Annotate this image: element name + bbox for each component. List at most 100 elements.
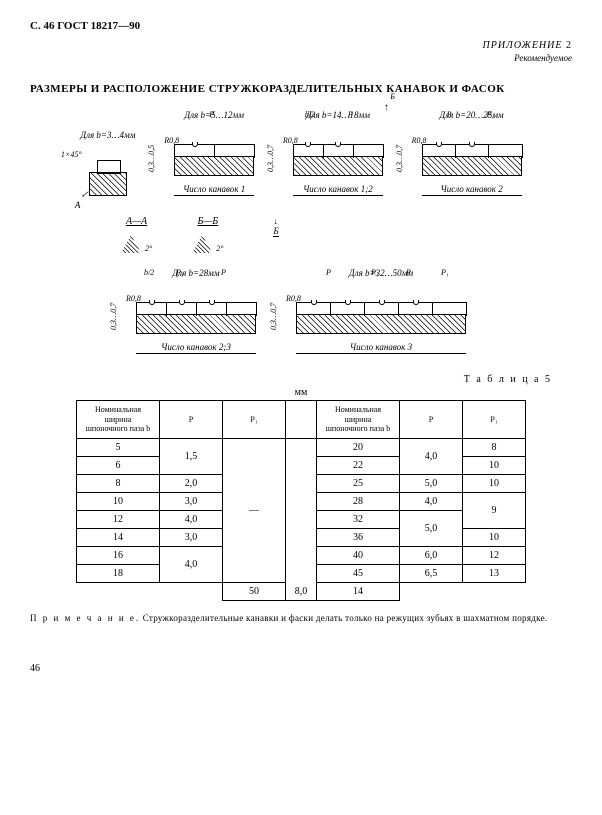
d5-caption: Число канавок 2;3 [136,342,256,354]
data-table: Номинальная ширина шпоночного паза b P P… [76,400,526,601]
d5-block: b/2 P₁ P R0,8 0,3…0,7 [136,284,256,334]
d4-block: P P₁ R0,8 0,3…0,7 [422,126,522,176]
d5-p: P [221,268,226,277]
d6-p1a: P₁ [371,268,379,277]
table-cell: 3,0 [160,492,223,510]
note-label: П р и м е ч а н и е. [30,613,140,623]
table-cell: 2,0 [160,474,223,492]
diagram-d6: Для b=32…50мм P P₁ P P₁ R0,8 0,3…0,7 Чис… [296,268,466,354]
table-cell: 32 [317,510,400,528]
table-cell: 14 [317,582,400,600]
secB-triangle [192,235,212,253]
table-cell: 10 [463,474,526,492]
table-cell: 5,0 [400,474,463,492]
d5-h: 0,3…0,7 [109,303,118,330]
d1-chamfer: 1×45° [61,150,82,159]
table-row: 508,014 [77,582,526,600]
d2-caption: Число канавок 1 [174,184,254,196]
section-A: А—А 2° [121,216,152,253]
table-cell: 50 [223,582,286,600]
diagram-d4: Для b=20…25мм P P₁ R0,8 0,3…0,7 Число ка… [422,110,522,196]
diagram-d3: Для b=14…18мм b/2 P ↑ Б R0,8 0,3…0,7 Чис… [293,110,383,196]
secA-triangle [121,235,141,253]
diagram-d1: Для b=3…4мм 1×45° ↙ А [80,130,135,196]
table-cell: 28 [317,492,400,510]
d3-block: b/2 P ↑ Б R0,8 0,3…0,7 [293,126,383,176]
recommended-label: Рекомендуемое [30,53,572,63]
table-cell: 10 [77,492,160,510]
d2-p: P [209,110,214,119]
d6-pb: P [406,268,411,277]
table-cell: 18 [77,564,160,582]
table-cell: 1,5 [160,438,223,474]
col-b-right: Номинальная ширина шпоночного паза b [317,401,400,439]
table-cell: 22 [317,456,400,474]
d3-h: 0,3…0,7 [266,145,275,172]
appendix-number: 2 [566,40,572,51]
table-row: 164,0406,012 [77,546,526,564]
table-cell: 5 [77,438,160,456]
d4-caption: Число канавок 2 [422,184,522,196]
col-P-right: P [400,401,463,439]
table-cell: 5,0 [400,510,463,546]
d3-b2: b/2 [305,110,315,119]
d5-p1: P₁ [176,268,184,277]
table-cell: 13 [463,564,526,582]
table-cell: — [223,438,286,582]
d4-h: 0,3…0,7 [395,145,404,172]
secA-angle: 2° [145,244,152,253]
table-unit: мм [30,387,572,398]
secB-label: Б—Б [197,216,218,227]
table-cell: 12 [77,510,160,528]
d5-b2: b/2 [144,268,154,277]
table-cell: 4,0 [400,438,463,474]
table-cell: 25 [317,474,400,492]
col-b-left: Номинальная ширина шпоночного паза b [77,401,160,439]
main-title: РАЗМЕРЫ И РАСПОЛОЖЕНИЕ СТРУЖКОРАЗДЕЛИТЕЛ… [30,83,572,95]
table-cell: 4,0 [160,546,223,582]
d3-p: P [348,110,353,119]
section-B: Б—Б 2° [192,216,223,253]
table-row: 124,0325,0 [77,510,526,528]
table-cell: 16 [77,546,160,564]
page-header: С. 46 ГОСТ 18217—90 [30,20,572,32]
table-cell: 9 [463,492,526,528]
d1-section-mark: А [75,200,81,210]
d6-p: P [326,268,331,277]
table-cell: 20 [317,438,400,456]
table-cell: 8,0 [286,582,317,600]
table-row: 82,0255,010 [77,474,526,492]
table-title: Т а б л и ц а 5 [30,374,552,385]
diagram-area: Для b=3…4мм 1×45° ↙ А Для b=5…12мм P R0,… [61,110,541,354]
secB-angle: 2° [216,244,223,253]
table-row: 18456,513 [77,564,526,582]
diagram-d2: Для b=5…12мм P R0,8 0,3…0,5 Число канаво… [174,110,254,196]
table-cell: 4,0 [160,510,223,528]
diagram-d5: Для b=28мм b/2 P₁ P R0,8 0,3…0,7 Число к… [136,268,256,354]
table-cell: 8 [463,438,526,456]
col-P1-right: P₁ [463,401,526,439]
table-row: 51,5—204,08 [77,438,526,456]
diagram-row-2: Для b=28мм b/2 P₁ P R0,8 0,3…0,7 Число к… [61,268,541,354]
table-cell: 14 [77,528,160,546]
col-P-left: P [160,401,223,439]
table-cell: 4,0 [400,492,463,510]
d6-p1b: P₁ [441,268,449,277]
footnote: П р и м е ч а н и е. Стружкоразделительн… [30,613,572,623]
diagram-row-1: Для b=3…4мм 1×45° ↙ А Для b=5…12мм P R0,… [61,110,541,196]
d3-caption: Число канавок 1;2 [293,184,383,196]
page-number: 46 [30,663,572,674]
d1-cond: Для b=3…4мм [80,130,135,140]
d6-block: P P₁ P P₁ R0,8 0,3…0,7 [296,284,466,334]
d3-sec: Б [390,92,395,101]
secA-label: А—А [126,216,147,227]
d6-h: 0,3…0,7 [269,303,278,330]
col-P1-left: P₁ [223,401,286,439]
table-cell: 12 [463,546,526,564]
appendix-word: ПРИЛОЖЕНИЕ [483,40,563,51]
d4-p1: P₁ [487,110,495,119]
d1-block: 1×45° ↙ А [89,146,127,196]
d2-block: P R0,8 0,3…0,5 [174,126,254,176]
table-row: 103,0284,09 [77,492,526,510]
appendix-label: ПРИЛОЖЕНИЕ 2 [30,40,572,51]
